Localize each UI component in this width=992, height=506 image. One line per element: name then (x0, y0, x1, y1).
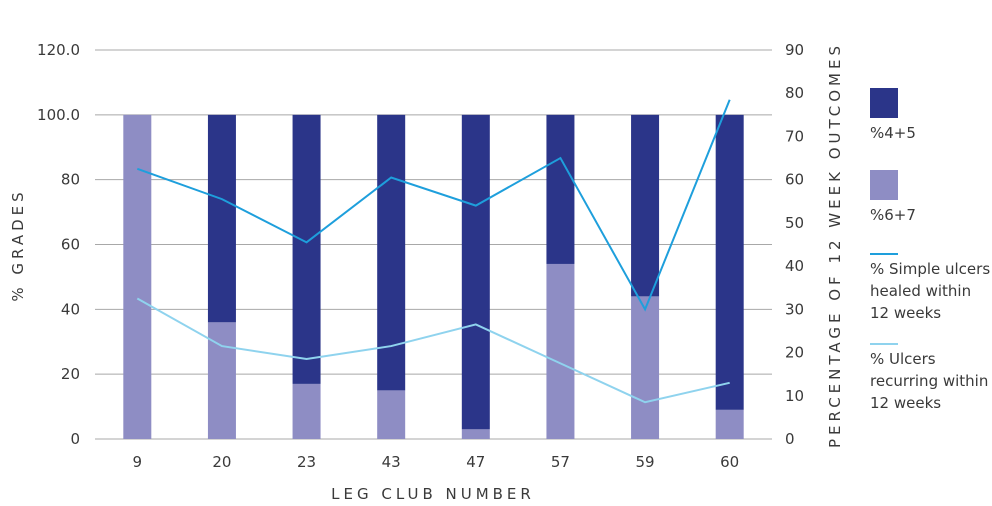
x-tick-label: 59 (636, 453, 655, 471)
y-tick-label: 20 (61, 365, 80, 383)
line-ulcers-recurring (136, 297, 730, 404)
bar-4-5 (292, 114, 321, 384)
bar-6-7 (461, 429, 490, 439)
legend-label-recurring: % Ulcers recurring within 12 weeks (870, 350, 988, 412)
legend: %4+5 %6+7 % Simple ulcers healed within 12 w… (870, 88, 990, 412)
lines (136, 99, 731, 404)
x-tick-label: 43 (382, 453, 401, 471)
y2-tick-label: 0 (785, 430, 795, 448)
y2-tick-label: 20 (785, 344, 804, 362)
y-tick-label: 100.0 (37, 106, 80, 124)
right-axis-ticks: 0 10 20 30 40 50 60 70 80 90 (785, 41, 804, 448)
bar-6-7 (377, 390, 406, 439)
y-tick-label: 120.0 (37, 41, 80, 59)
x-tick-label: 57 (551, 453, 570, 471)
bar-4-5 (207, 114, 236, 323)
y2-tick-label: 70 (785, 127, 804, 145)
bar-6-7 (546, 263, 575, 439)
y2-tick-label: 60 (785, 171, 804, 189)
gridlines (95, 49, 772, 440)
y2-tick-label: 10 (785, 387, 804, 405)
legend-label-4-5: %4+5 (870, 124, 916, 142)
x-axis-title: LEG CLUB NUMBER (331, 485, 535, 503)
y-tick-label: 80 (61, 171, 80, 189)
bar-6-7 (715, 409, 744, 439)
x-axis-ticks: 9 20 23 43 47 57 59 60 (133, 453, 740, 471)
x-tick-label: 47 (466, 453, 485, 471)
bar-4-5 (377, 114, 406, 391)
y-tick-label: 40 (61, 300, 80, 318)
left-axis-ticks: 0 20 40 60 80 100.0 120.0 (37, 41, 80, 448)
y-tick-label: 0 (70, 430, 80, 448)
legend-swatch-6-7 (870, 170, 898, 200)
x-tick-label: 60 (720, 453, 739, 471)
y2-tick-label: 90 (785, 41, 804, 59)
bar-6-7 (631, 296, 660, 439)
y-axis-title: % GRADES (9, 188, 27, 301)
y2-tick-label: 40 (785, 257, 804, 275)
y2-tick-label: 50 (785, 214, 804, 232)
bar-4-5 (715, 114, 744, 410)
bar-4-5 (546, 114, 575, 264)
bars (123, 114, 744, 439)
line-simple-ulcers-healed (136, 99, 731, 312)
legend-swatch-4-5 (870, 88, 898, 118)
y-tick-label: 60 (61, 236, 80, 254)
bar-4-5 (461, 114, 490, 430)
bar-6-7 (123, 114, 152, 439)
x-tick-label: 20 (212, 453, 231, 471)
legend-label-6-7: %6+7 (870, 206, 916, 224)
bar-6-7 (292, 383, 321, 439)
y2-axis-title: PERCENTAGE OF 12 WEEK OUTCOMES (826, 42, 844, 448)
bar-4-5 (631, 114, 660, 297)
x-tick-label: 23 (297, 453, 316, 471)
legend-label-simple-healed: % Simple ulcers healed within 12 weeks (870, 260, 990, 322)
y2-tick-label: 80 (785, 84, 804, 102)
y2-tick-label: 30 (785, 300, 804, 318)
x-tick-label: 9 (133, 453, 143, 471)
